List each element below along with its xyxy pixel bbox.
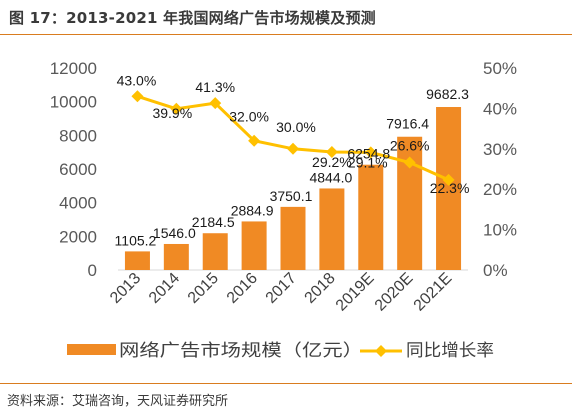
bar [319, 188, 345, 270]
x-axis-tick-label: 2020E [372, 270, 417, 315]
bar [436, 107, 462, 270]
right-axis-tick-label: 50% [483, 59, 517, 78]
right-axis-tick-label: 20% [483, 180, 517, 199]
bar [241, 221, 267, 270]
bar [280, 206, 306, 270]
source-divider [0, 383, 572, 384]
x-axis-tick-label: 2013 [107, 270, 144, 307]
left-axis-tick-label: 2000 [59, 227, 97, 246]
left-axis-tick-label: 8000 [59, 126, 97, 145]
line-data-label: 29.1% [348, 154, 388, 170]
bar [358, 164, 384, 270]
line-data-label: 41.3% [195, 79, 235, 95]
bar [163, 243, 189, 270]
line-data-label: 26.6% [390, 138, 430, 154]
combo-chart: 0 2000 4000 6000 8000 10000 12000 0% 10% 20% 30% 40… [50, 59, 517, 360]
growth-point [442, 173, 455, 186]
x-axis-tick-label: 2015 [185, 270, 222, 307]
legend-label-bar: 网络广告市场规模（亿元） [119, 341, 363, 360]
bar-data-label: 7916.4 [386, 116, 429, 132]
right-axis-tick-label: 0% [483, 261, 508, 280]
growth-point [131, 90, 144, 103]
title-divider [0, 34, 572, 35]
right-axis-tick-label: 30% [483, 140, 517, 159]
growth-point [170, 102, 183, 115]
bar [124, 251, 150, 270]
growth-point [364, 146, 377, 159]
growth-point [209, 97, 222, 110]
bar-data-label: 1546.0 [153, 225, 196, 241]
x-axis-tick-label: 2016 [224, 270, 261, 307]
line-data-label: 32.0% [229, 109, 269, 125]
x-axis-tick-label: 2019E [333, 270, 378, 315]
bar-data-label: 4844.0 [309, 169, 352, 185]
left-axis-tick-label: 4000 [59, 194, 97, 213]
x-axis-tick-label: 2014 [146, 270, 183, 307]
bar-data-label: 2884.9 [231, 202, 274, 218]
x-axis-tick-label: 2017 [263, 270, 300, 307]
left-axis-tick-label: 12000 [50, 59, 97, 78]
line-data-label: 22.3% [430, 180, 470, 196]
growth-point [403, 156, 416, 169]
bar-data-label: 2184.5 [192, 214, 235, 230]
bar-data-label: 6254.8 [347, 146, 390, 162]
legend-marker-line [375, 345, 387, 357]
figure-title: 图 17：2013-2021 年我国网络广告市场规模及预测 [9, 9, 376, 27]
line-data-label: 29.2% [312, 154, 352, 170]
source-note: 资料来源：艾瑞咨询，天风证券研究所 [7, 394, 229, 409]
line-data-label: 43.0% [117, 72, 157, 88]
legend-swatch-bar [67, 344, 116, 355]
growth-point [248, 134, 261, 147]
legend-label-line: 同比增长率 [406, 341, 494, 360]
bar-data-label: 1105.2 [115, 232, 157, 248]
left-axis-tick-label: 10000 [50, 93, 97, 112]
line-data-label: 30.0% [276, 119, 316, 135]
line-data-label: 39.9% [152, 105, 192, 121]
bar [202, 233, 228, 270]
left-axis-tick-label: 6000 [59, 160, 97, 179]
left-axis-tick-label: 0 [88, 261, 97, 280]
x-axis-tick-label: 2021E [411, 270, 456, 315]
bar-data-label: 3750.1 [270, 188, 313, 204]
growth-point [287, 142, 299, 155]
right-axis-tick-label: 10% [483, 221, 517, 240]
bar-data-label: 9682.3 [426, 86, 469, 102]
right-axis-tick-label: 40% [483, 99, 517, 118]
growth-point [325, 146, 338, 159]
